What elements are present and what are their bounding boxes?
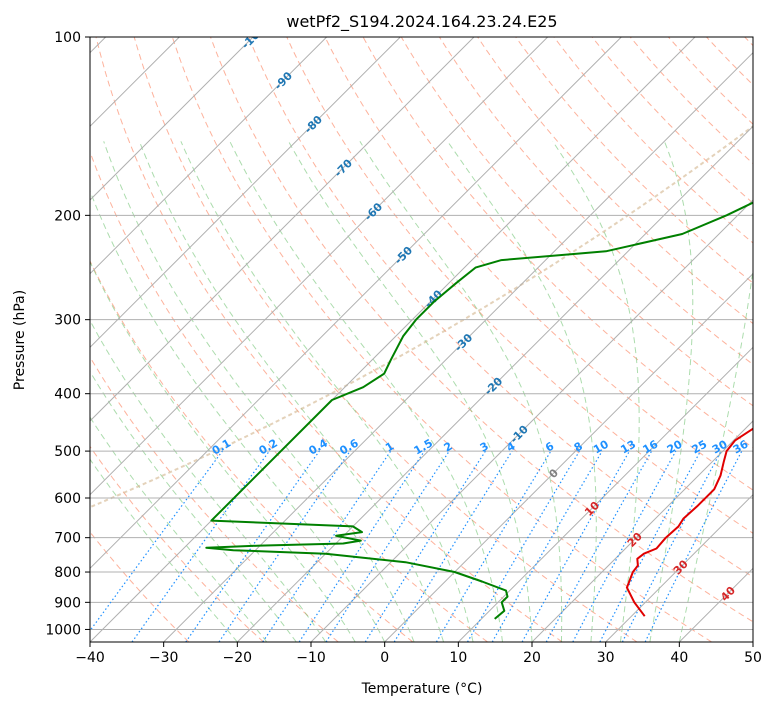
y-tick-label: 800 [54, 565, 81, 581]
y-tick-label: 500 [54, 444, 81, 460]
y-tick-label: 400 [54, 387, 81, 403]
chart-title: wetPf2_S194.2024.164.23.24.E25 [286, 12, 557, 32]
y-axis-label: Pressure (hPa) [12, 290, 28, 390]
y-tick-label: 1000 [45, 622, 81, 638]
y-tick-label: 700 [54, 531, 81, 547]
x-tick-label: −30 [149, 650, 179, 666]
x-tick-label: −40 [75, 650, 105, 666]
x-tick-label: 30 [597, 650, 615, 666]
x-tick-label: 40 [670, 650, 688, 666]
y-tick-label: 200 [54, 208, 81, 224]
x-axis-label: Temperature (°C) [361, 681, 483, 697]
x-tick-label: −20 [223, 650, 253, 666]
x-tick-label: 10 [449, 650, 467, 666]
x-tick-label: −10 [296, 650, 326, 666]
y-tick-label: 100 [54, 30, 81, 46]
y-tick-label: 300 [54, 313, 81, 329]
y-tick-label: 600 [54, 491, 81, 507]
x-tick-label: 50 [744, 650, 762, 666]
x-tick-label: 20 [523, 650, 541, 666]
y-tick-label: 900 [54, 595, 81, 611]
x-tick-label: 0 [380, 650, 389, 666]
